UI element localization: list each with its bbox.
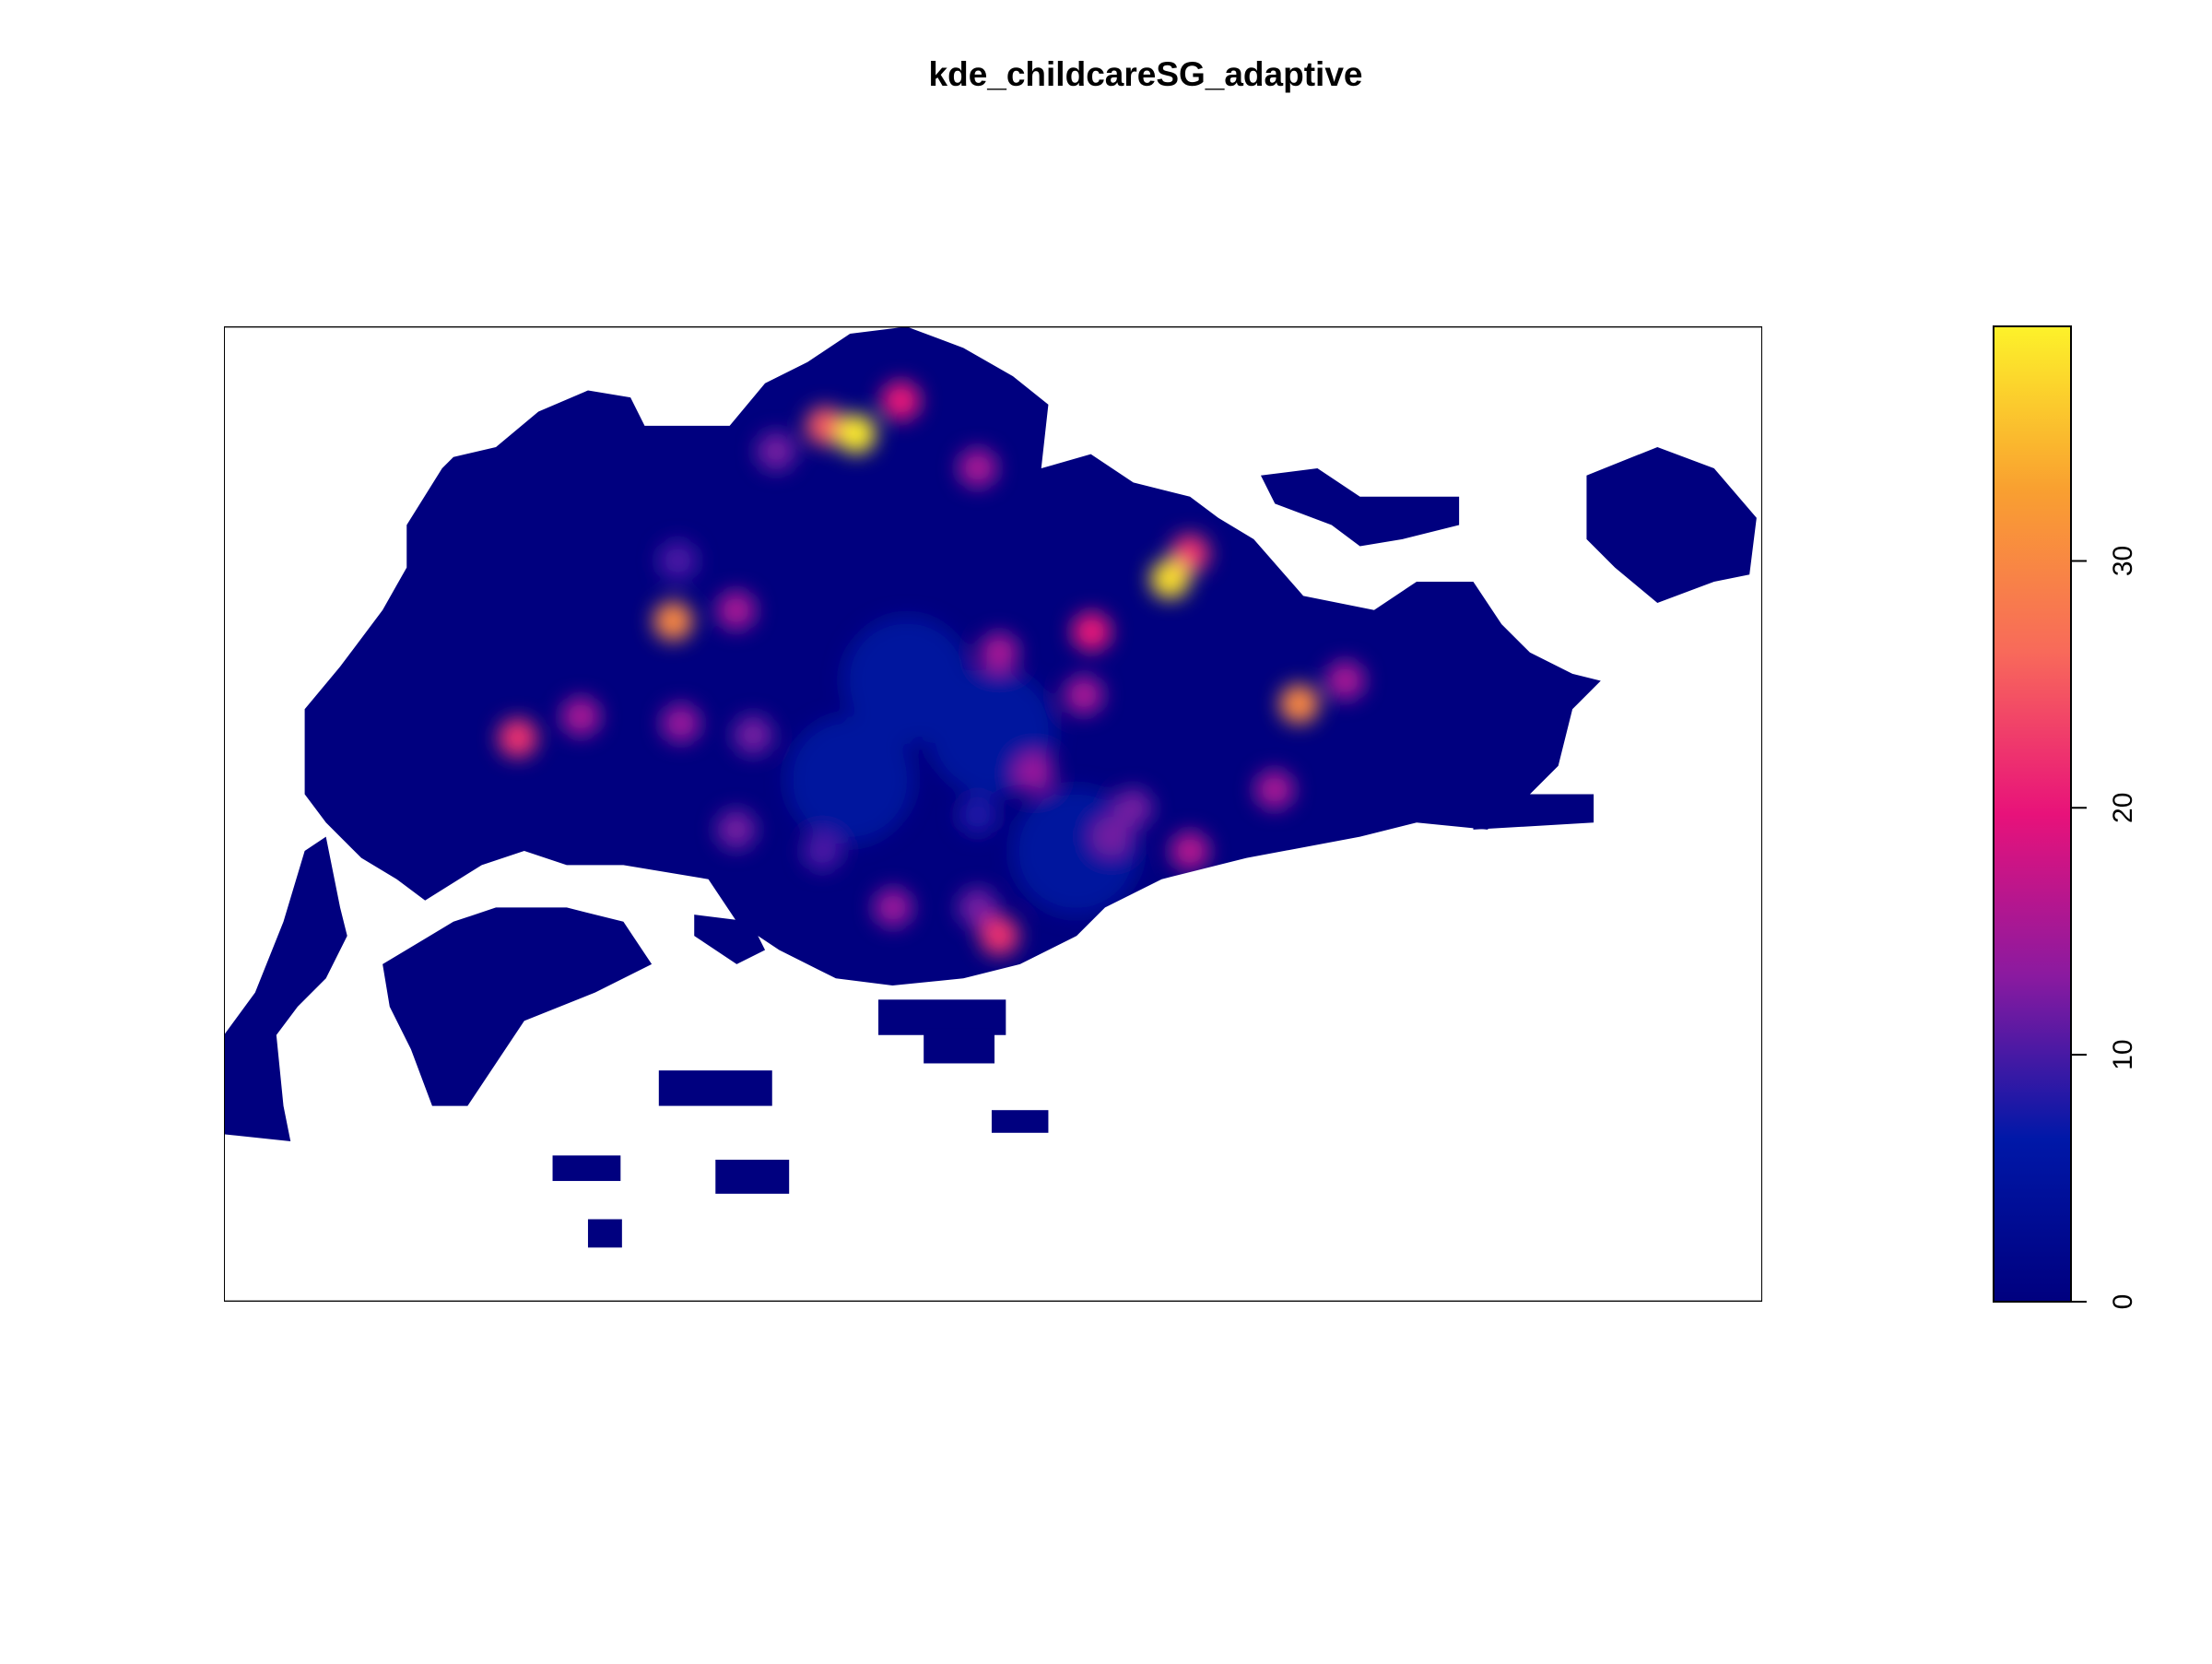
density-hotspot (733, 714, 773, 755)
density-hotspot (1279, 684, 1320, 725)
density-hotspot (661, 703, 701, 744)
colorbar-ticks: 0 10 20 30 (2071, 546, 2138, 1310)
density-hotspot (806, 406, 846, 446)
density-hotspot (802, 831, 842, 871)
density-hotspot (756, 431, 796, 472)
density-hotspot (1112, 788, 1153, 829)
chart-title: kde_childcareSG_adaptive (929, 55, 1363, 93)
density-hotspot (1254, 770, 1295, 810)
density-hotspot (498, 718, 538, 759)
map-area (224, 326, 1757, 1248)
map (224, 326, 1762, 1302)
density-hotspot (979, 631, 1019, 672)
density-hotspot (1071, 611, 1112, 652)
density-hotspot (958, 795, 998, 835)
density-hotspot (1325, 660, 1366, 701)
density-hotspot (786, 715, 914, 844)
density-hotspot (560, 696, 601, 737)
colorbar-tick-label: 30 (2108, 546, 2138, 576)
density-hotspot (958, 887, 998, 928)
density-hotspot (1015, 753, 1055, 794)
density-hotspot (1149, 559, 1190, 599)
density-hotspot (653, 601, 693, 642)
density-hotspot (1170, 831, 1210, 871)
density-hotspot (657, 540, 698, 581)
density-layer (498, 381, 1366, 956)
density-hotspot (958, 448, 998, 489)
density-hotspot (716, 590, 757, 631)
density-hotspot (873, 887, 913, 928)
density-hotspot (979, 915, 1019, 956)
colorbar-tick-label: 0 (2108, 1294, 2138, 1310)
density-hotspot (1091, 816, 1132, 856)
colorbar-tick-label: 10 (2108, 1039, 2138, 1069)
density-hotspot (880, 381, 921, 421)
colorbar-tick-label: 20 (2108, 793, 2138, 823)
colorbar (1993, 325, 2072, 1303)
map-frame (224, 326, 1762, 1302)
density-hotspot (1064, 675, 1104, 715)
density-hotspot (716, 809, 757, 850)
density-hotspot (836, 414, 877, 454)
